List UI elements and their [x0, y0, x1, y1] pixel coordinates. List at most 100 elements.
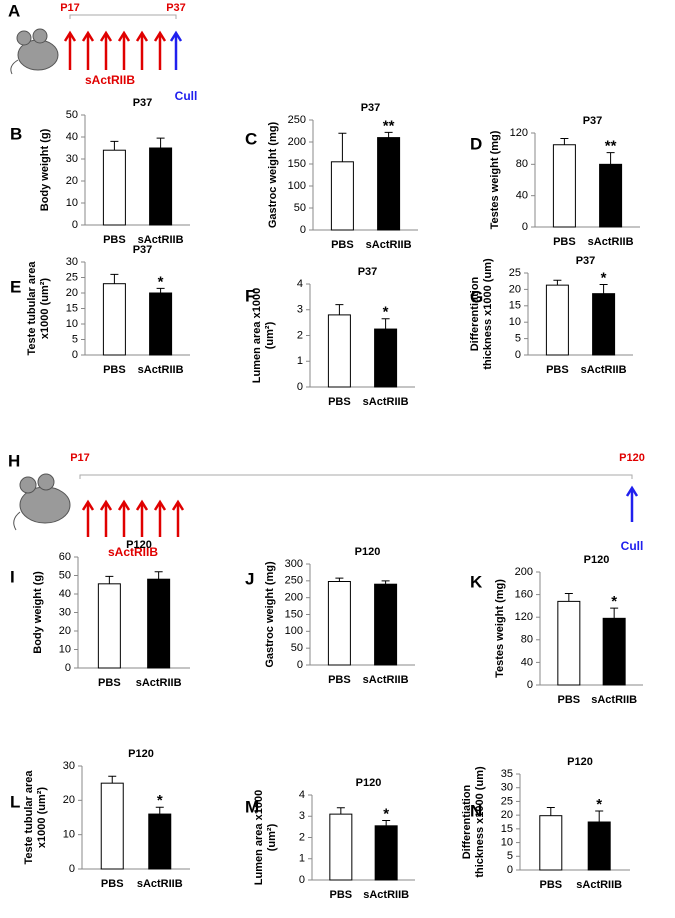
error-bar	[595, 810, 604, 822]
y-tick-label: 0	[72, 219, 78, 231]
arrow-head	[117, 30, 131, 42]
y-tick-label: 160	[515, 589, 533, 601]
significance-label: **	[605, 138, 617, 155]
x-tick-label: PBS	[558, 694, 581, 706]
panel-letter: D	[470, 134, 482, 153]
bar	[149, 147, 173, 226]
y-axis-label: x1000 (um²)	[39, 278, 51, 339]
y-tick-label: 40	[516, 190, 528, 202]
mouse-icon	[13, 473, 71, 531]
y-tick-label: 10	[509, 316, 521, 328]
arrow-head	[117, 499, 131, 511]
y-tick-label: 20	[63, 794, 75, 806]
significance-label: *	[601, 269, 607, 286]
bar	[374, 328, 398, 388]
error-bar	[108, 775, 117, 784]
bar	[592, 293, 616, 356]
x-tick-label: PBS	[328, 396, 351, 408]
y-tick-label: 40	[59, 588, 71, 600]
chart-title: P120	[128, 748, 154, 760]
panel-letter: J	[245, 569, 254, 588]
x-tick-label: PBS	[331, 239, 354, 251]
x-tick-label: sActRIIB	[138, 234, 184, 246]
y-axis-label: Teste tubular area	[26, 261, 38, 356]
y-tick-label: 0	[300, 224, 306, 236]
y-tick-label: 4	[297, 278, 303, 290]
y-tick-label: 15	[66, 302, 78, 314]
bar	[587, 821, 611, 871]
arrow-head	[625, 485, 639, 497]
error-bar	[156, 287, 165, 293]
y-axis-label: Lumen area x1000	[253, 790, 265, 885]
panel-letter: H	[8, 451, 20, 470]
y-tick-label: 0	[515, 349, 521, 361]
panel-letter: N	[470, 801, 482, 820]
bar	[102, 149, 126, 226]
bar	[374, 825, 398, 881]
y-tick-label: 100	[288, 180, 306, 192]
y-tick-label: 20	[59, 625, 71, 637]
y-axis-label: Body weight (g)	[32, 571, 44, 654]
panel-letter: F	[245, 286, 255, 305]
panel-letter: B	[10, 124, 22, 143]
y-tick-label: 3	[299, 810, 305, 822]
error-bar	[156, 137, 165, 148]
x-tick-label: PBS	[101, 878, 124, 890]
error-bar	[335, 577, 344, 582]
error-bar	[110, 273, 119, 284]
chart-title: P37	[576, 255, 596, 267]
x-tick-label: sActRIIB	[138, 364, 184, 376]
y-tick-label: 10	[501, 836, 513, 848]
y-axis-label: Gastroc weight (mg)	[267, 121, 279, 228]
arrow-head	[99, 30, 113, 42]
y-tick-label: 5	[507, 850, 513, 862]
x-tick-label: sActRIIB	[136, 677, 182, 689]
chart-title: P120	[126, 539, 152, 551]
y-tick-label: 5	[72, 333, 78, 345]
x-tick-label: sActRIIB	[363, 396, 409, 408]
chart-title: P37	[583, 115, 603, 127]
y-tick-label: 80	[521, 634, 533, 646]
error-bar	[382, 820, 391, 826]
x-tick-label: PBS	[546, 364, 569, 376]
y-tick-label: 300	[285, 558, 303, 570]
y-tick-label: 0	[69, 863, 75, 875]
significance-label: *	[383, 805, 389, 822]
significance-label: **	[383, 117, 395, 134]
error-bar	[610, 607, 619, 619]
y-tick-label: 30	[63, 760, 75, 772]
timeline-start: P17	[60, 2, 80, 14]
y-tick-label: 20	[66, 175, 78, 187]
timeline-start: P17	[70, 452, 90, 464]
y-axis-label: Testes weight (mg)	[494, 579, 506, 678]
y-tick-label: 5	[515, 333, 521, 345]
y-axis-label: Gastroc weight (mg)	[264, 561, 276, 668]
chart-title: P120	[356, 777, 382, 789]
y-axis-label: thickness x1000 (um)	[482, 258, 494, 370]
significance-label: *	[383, 304, 389, 321]
y-tick-label: 0	[527, 679, 533, 691]
bar	[374, 583, 398, 666]
bar	[599, 163, 623, 228]
error-bar	[381, 318, 390, 330]
y-axis-label: thickness x1000 (um)	[474, 766, 486, 878]
bar	[557, 600, 581, 686]
y-tick-label: 0	[299, 874, 305, 886]
error-bar	[338, 132, 347, 162]
arrow-head	[153, 30, 167, 42]
y-axis-label: x1000 (um²)	[36, 787, 48, 848]
y-tick-label: 0	[507, 864, 513, 876]
x-tick-label: sActRIIB	[591, 694, 637, 706]
bar	[148, 813, 172, 870]
error-bar	[560, 137, 569, 145]
panel-letter: A	[8, 1, 20, 20]
y-tick-label: 1	[297, 355, 303, 367]
bar	[545, 284, 569, 356]
bar	[102, 283, 126, 356]
bar	[377, 137, 401, 231]
y-tick-label: 25	[66, 271, 78, 283]
chart-title: P120	[355, 546, 381, 558]
y-tick-label: 20	[501, 809, 513, 821]
bar	[149, 292, 173, 356]
